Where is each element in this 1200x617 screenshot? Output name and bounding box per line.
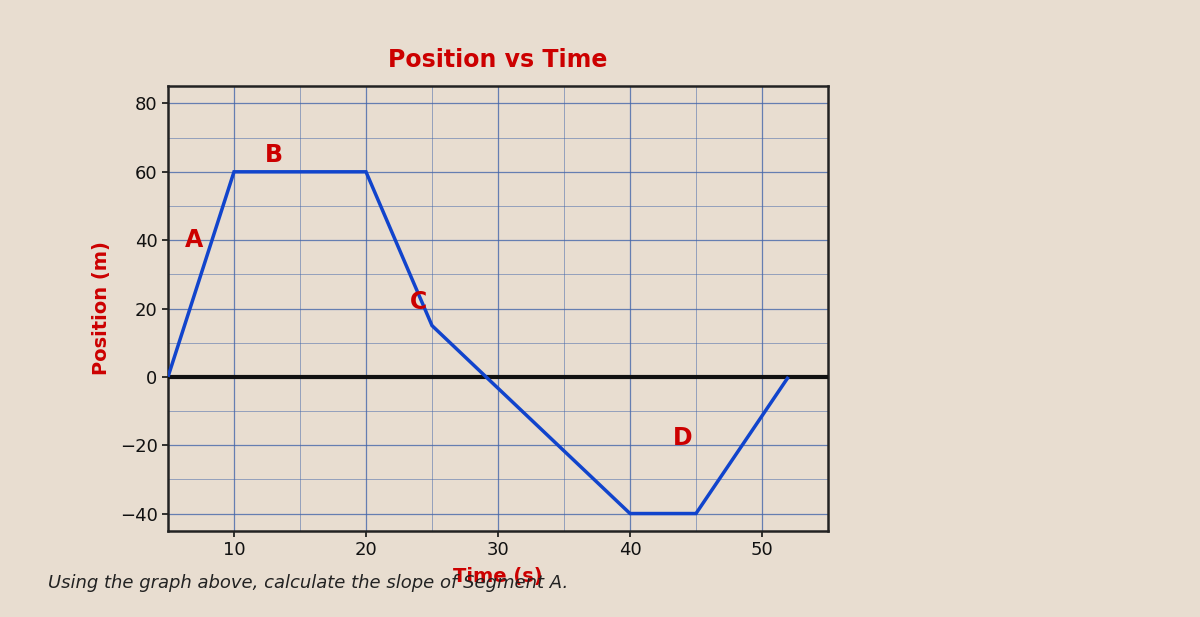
Text: Using the graph above, calculate the slope of Segment A.: Using the graph above, calculate the slo… — [48, 574, 569, 592]
Text: D: D — [673, 426, 692, 450]
Y-axis label: Position (m): Position (m) — [92, 242, 112, 375]
Text: B: B — [265, 143, 283, 167]
Text: A: A — [185, 228, 204, 252]
Text: C: C — [410, 289, 427, 313]
X-axis label: Time (s): Time (s) — [454, 568, 542, 586]
Title: Position vs Time: Position vs Time — [389, 48, 607, 72]
